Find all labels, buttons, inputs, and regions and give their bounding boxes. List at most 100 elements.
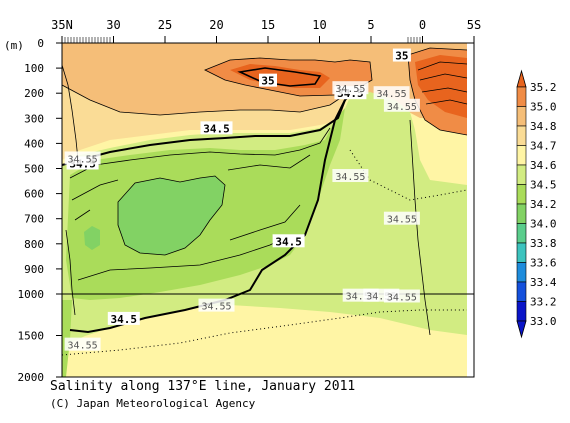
contour-label: 34.55 [377,89,407,100]
x-axis-ticks: 35N 30 25 20 15 10 5 0 5S [51,18,481,43]
colorbar-label: 33.6 [530,257,557,270]
contour-label-bg [272,234,305,248]
y-tick-label: 1500 [18,330,45,343]
contour-mid-3 [77,234,291,281]
chart-title: Salinity along 137°E line, January 2011 [50,379,356,394]
contour-south-2 [417,61,468,105]
colorbar-swatch [516,262,527,283]
colorbar-label: 34.8 [530,120,557,133]
colorbar-label: 34.2 [530,198,557,211]
colorbar-label: 34.0 [530,218,557,231]
contour-surface-1 [62,84,346,116]
station-ticks [64,37,421,43]
contour-label: 35 [261,75,274,88]
contour-34.5-thick [62,94,351,166]
x-tick-label: 0 [419,18,426,32]
chart-credit: (C) Japan Meteorological Agency [50,397,256,410]
colorbar-label: 33.2 [530,296,557,309]
colorbar-label: 34.7 [530,140,557,153]
colorbar-label: 33.8 [530,237,557,250]
contour-label-bg [332,169,369,183]
field-34.0 [118,176,225,255]
x-tick-label: 5 [367,18,374,32]
y-tick-label: 700 [24,213,44,226]
contour-lines [62,47,468,356]
x-tick-label: 20 [209,18,223,32]
y-tick-label: 400 [24,137,44,150]
y-axis-unit-label: (m) [4,39,24,52]
colorbar-swatch [516,106,527,127]
colorbar-top-arrow [516,69,527,88]
colorbar-swatch [516,125,527,146]
contour-34.2 [69,127,331,179]
y-tick-label: 0 [37,37,44,50]
contour-north-2 [65,229,76,316]
colorbar-swatch [516,145,527,166]
field-34.0-small [84,226,100,250]
contour-label: 34.55 [335,84,365,95]
contour-label: 34.55 [366,292,396,303]
contour-label: 34.55 [68,341,98,352]
x-tick-label: 30 [106,18,120,32]
contour-label-bg [392,48,411,62]
colorbar-label: 34.6 [530,159,557,172]
contour-34.5-thick-deep [69,99,346,334]
contour-south-3 [409,119,431,336]
contour-south-1 [407,47,468,136]
y-tick-label: 900 [24,263,44,276]
colorbar-swatch [516,223,527,244]
x-tick-label: 35N [51,18,73,32]
contour-mid-2 [74,204,301,241]
y-tick-label: 200 [24,87,44,100]
colorbar: 35.2 35.0 34.8 34.7 34.6 34.5 34.2 34.0 33.8 33.6… [516,69,557,339]
colorbar-label: 33.0 [530,315,557,328]
contour-label-bg [107,311,140,325]
contour-label-bg [64,337,101,351]
y-tick-label: 1000 [18,288,45,301]
contour-label: 34.55 [387,215,417,226]
y-tick-label: 300 [24,112,44,125]
colorbar-bottom-arrow [516,320,527,339]
contour-label-bg [332,81,369,95]
colorbar-label: 34.5 [530,179,557,192]
x-tick-label: 15 [261,18,275,32]
colorbar-swatch [516,164,527,185]
colorbar-swatch [516,203,527,224]
colorbar-label: 33.4 [530,276,557,289]
x-tick-label: 5S [467,18,481,32]
y-axis-ticks: 0 100 200 300 400 500 600 700 800 900 1000 1500 2000 [18,37,62,384]
contour-label-bg [383,211,420,225]
y-tick-label: 500 [24,163,44,176]
field-35.2-south [415,55,467,118]
contour-label: 34.55 [201,302,231,313]
contour-label: 34.55 [68,154,98,165]
y-tick-label: 600 [24,188,44,201]
contour-label: 34.55 [387,102,417,113]
contour-label: 34.5 [203,122,230,135]
contour-label: 34.55 [346,292,376,303]
x-tick-label: 25 [158,18,172,32]
y-tick-label: 800 [24,238,44,251]
colorbar-swatch [516,242,527,263]
contour-label-bg [373,86,410,100]
contour-label: 34.55 [335,172,365,183]
contour-label: 34.55 [387,292,417,303]
contour-label-bg [383,289,420,303]
contour-label: 34.5 [275,235,302,248]
contour-34.0 [117,175,226,256]
colorbar-swatch [516,86,527,107]
contour-labels: 353534.534.534.534.534.534.5534.5534.553… [64,48,420,352]
colorbar-swatch [516,281,527,302]
contour-label: 35 [395,50,408,63]
colorbar-label: 35.0 [530,101,557,114]
contour-label-bg [383,98,420,112]
colorbar-swatch [516,184,527,205]
x-tick-label: 10 [312,18,326,32]
contour-label-bg [64,151,101,165]
contour-north-1 [62,64,79,161]
contour-label: 34.5 [111,313,138,326]
contour-mid-1 [71,154,311,201]
y-tick-label: 2000 [18,371,45,384]
y-tick-label: 100 [24,62,44,75]
